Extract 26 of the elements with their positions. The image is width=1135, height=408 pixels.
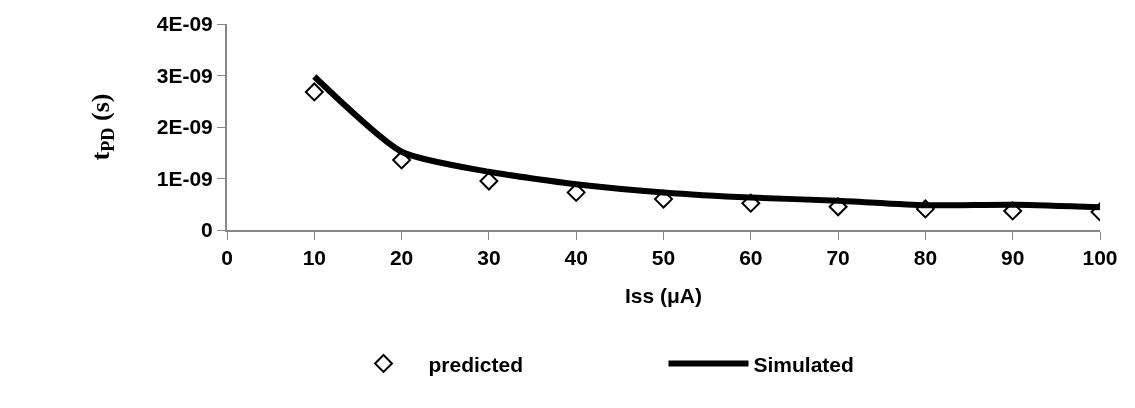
point — [915, 199, 935, 219]
point — [479, 171, 499, 191]
y-tick-label: 4E-09 — [156, 12, 213, 36]
x-tick-label: 100 — [1082, 246, 1118, 270]
x-tick-label: 70 — [826, 246, 850, 270]
x-axis-title: Iss (μA) — [624, 283, 703, 307]
x-tick-label: 10 — [302, 246, 326, 270]
point — [1003, 201, 1023, 221]
y-tick-label: 0 — [201, 218, 213, 242]
x-tick-label: 90 — [1001, 246, 1025, 270]
point — [741, 193, 761, 213]
point — [828, 197, 848, 217]
point — [304, 82, 324, 102]
point — [392, 150, 412, 170]
x-tick-label: 20 — [389, 246, 414, 270]
legend-label: Simulated — [753, 352, 854, 376]
x-tick-label: 0 — [221, 246, 233, 270]
x-tick-label: 40 — [564, 246, 588, 270]
legend-label: predicted — [428, 352, 524, 376]
y-tick-label: 3E-09 — [156, 63, 213, 87]
y-tick-label: 2E-09 — [156, 115, 213, 139]
x-tick-label: 60 — [739, 246, 763, 270]
x-tick-label: 80 — [913, 246, 938, 270]
x-tick-label: 50 — [651, 246, 676, 270]
y-tick-label: 1E-09 — [156, 166, 213, 190]
x-tick-label: 30 — [477, 246, 501, 270]
